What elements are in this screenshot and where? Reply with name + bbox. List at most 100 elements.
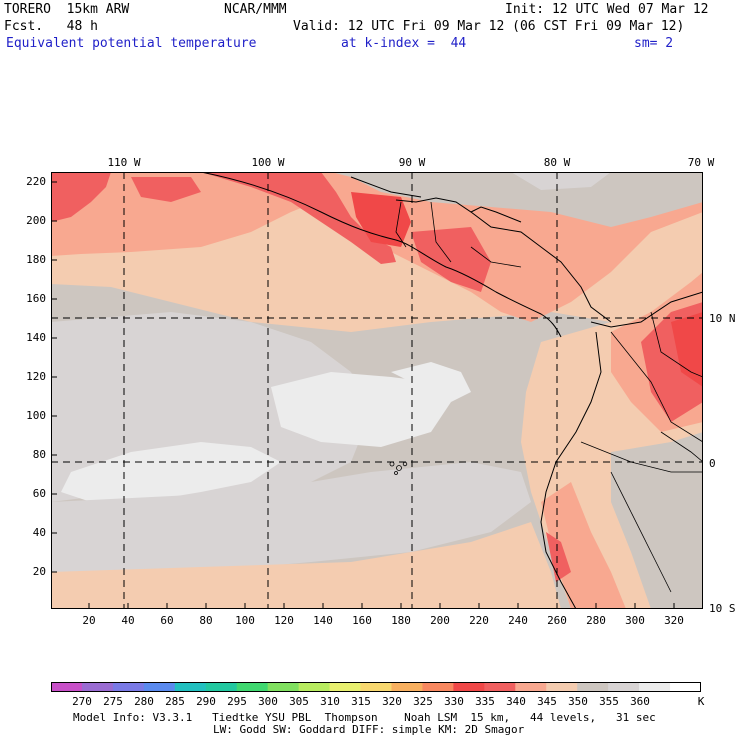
- y-tick-80: 80: [32, 448, 46, 461]
- x-tick-100: 100: [235, 614, 255, 627]
- lon-label-90w: 90 W: [398, 156, 426, 169]
- field-white-pacific-3: [391, 362, 471, 402]
- y-tick-60: 60: [32, 487, 46, 500]
- x-tick-120: 120: [274, 614, 294, 627]
- x-tick-60: 60: [160, 614, 174, 627]
- field-red-northwest: [51, 172, 111, 222]
- cbar-label-300: 300: [258, 695, 278, 708]
- map-frame: [51, 172, 703, 609]
- x-tick-240: 240: [508, 614, 528, 627]
- colorbar-frame: [51, 682, 701, 692]
- border-6: [610, 471, 672, 593]
- field-white-pacific-2: [61, 442, 281, 502]
- field-grey-amazon: [611, 432, 703, 609]
- lon-label-80w: 80 W: [543, 156, 571, 169]
- colorbar-swatch-5: [205, 682, 238, 692]
- colorbar-swatch-0: [51, 682, 83, 692]
- lon-label-70w: 70 W: [687, 156, 715, 169]
- cbar-label-325: 325: [413, 695, 433, 708]
- x-tick-260: 260: [547, 614, 567, 627]
- field-warm-south-pacific: [51, 522, 561, 609]
- colorbar: [51, 682, 701, 692]
- lat-label-10n: 10 N: [709, 312, 736, 325]
- center-label: NCAR/MMM: [224, 2, 287, 17]
- x-tick-320: 320: [664, 614, 684, 627]
- field-light-gulf: [511, 172, 611, 190]
- field-red-venezuela: [671, 312, 703, 387]
- cbar-label-310: 310: [320, 695, 340, 708]
- x-tick-180: 180: [391, 614, 411, 627]
- field-red-northwest-2: [131, 177, 201, 202]
- coast-south-america: [540, 331, 602, 609]
- y-tick-180: 180: [26, 253, 46, 266]
- colorbar-swatch-2: [112, 682, 145, 692]
- galapagos-islands: [389, 461, 408, 475]
- theta-e-map: [51, 172, 703, 609]
- colorbar-swatch-8: [298, 682, 331, 692]
- cbar-label-295: 295: [227, 695, 247, 708]
- x-tick-20: 20: [82, 614, 96, 627]
- model-info-line-2: LW: Godd SW: Goddard DIFF: simple KM: 2D…: [213, 723, 525, 736]
- field-red-mexico: [201, 172, 396, 264]
- colorbar-swatch-9: [329, 682, 362, 692]
- colorbar-swatch-20: [670, 682, 701, 692]
- x-tick-160: 160: [352, 614, 372, 627]
- x-tick-280: 280: [586, 614, 606, 627]
- colorbar-swatch-16: [546, 682, 578, 692]
- x-tick-300: 300: [625, 614, 645, 627]
- cbar-label-280: 280: [134, 695, 154, 708]
- field-red-peru: [546, 532, 571, 582]
- colorbar-swatch-10: [360, 682, 392, 692]
- cbar-label-340: 340: [506, 695, 526, 708]
- colorbar-swatch-12: [422, 682, 454, 692]
- lat-label-10s: 10 S: [709, 602, 736, 615]
- coast-caribbean: [470, 211, 612, 323]
- borders: [395, 201, 703, 593]
- graticule: [51, 172, 703, 609]
- cbar-label-345: 345: [537, 695, 557, 708]
- init-time: Init: 12 UTC Wed 07 Mar 12: [505, 2, 709, 17]
- colorbar-swatch-17: [577, 682, 609, 692]
- colorbar-swatch-13: [453, 682, 485, 692]
- smoothing-label: sm= 2: [634, 36, 674, 51]
- colorbar-swatch-14: [484, 682, 516, 692]
- cbar-label-275: 275: [103, 695, 123, 708]
- y-tick-140: 140: [26, 331, 46, 344]
- cbar-label-315: 315: [351, 695, 371, 708]
- x-tick-140: 140: [313, 614, 333, 627]
- level-label: at k-index = 44: [341, 36, 467, 51]
- cbar-unit: K: [697, 695, 705, 708]
- y-tick-100: 100: [26, 409, 46, 422]
- colorbar-swatch-3: [143, 682, 176, 692]
- y-tick-220: 220: [26, 175, 46, 188]
- cbar-label-270: 270: [72, 695, 92, 708]
- lon-label-100w: 100 W: [251, 156, 285, 169]
- x-tick-200: 200: [430, 614, 450, 627]
- field-red-honduras: [411, 227, 491, 292]
- forecast-hour: Fcst. 48 h: [4, 19, 98, 34]
- border-5: [580, 441, 703, 473]
- cbar-label-350: 350: [568, 695, 588, 708]
- border-1: [395, 201, 407, 248]
- border-4: [610, 331, 703, 443]
- coastlines: [200, 172, 703, 609]
- valid-time: Valid: 12 UTC Fri 09 Mar 12 (06 CST Fri …: [293, 19, 685, 34]
- cbar-label-330: 330: [444, 695, 464, 708]
- y-tick-20: 20: [32, 565, 46, 578]
- lon-label-110w: 110 W: [107, 156, 141, 169]
- field-name: Equivalent potential temperature: [6, 36, 257, 51]
- coast-gulf: [350, 176, 422, 198]
- border-8: [660, 431, 703, 463]
- x-tick-80: 80: [199, 614, 213, 627]
- field-grey-gulf: [331, 172, 703, 227]
- coast-mexico: [200, 172, 562, 338]
- field-red-guatemala: [351, 192, 411, 247]
- colorbar-swatch-19: [639, 682, 671, 692]
- lat-label-0: 0: [709, 457, 716, 470]
- y-tick-160: 160: [26, 292, 46, 305]
- cbar-label-335: 335: [475, 695, 495, 708]
- cbar-label-305: 305: [289, 695, 309, 708]
- border-2: [430, 201, 452, 263]
- cbar-label-320: 320: [382, 695, 402, 708]
- cbar-label-355: 355: [599, 695, 619, 708]
